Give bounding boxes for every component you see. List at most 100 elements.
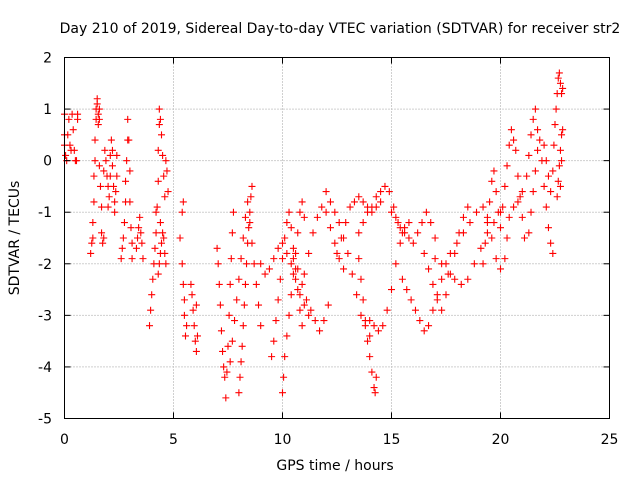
data-point [525, 151, 533, 159]
data-point [556, 182, 564, 190]
data-point [359, 198, 367, 206]
data-point [371, 389, 379, 397]
data-point [558, 157, 566, 165]
data-point [479, 260, 487, 268]
data-point [534, 146, 542, 154]
data-point [64, 131, 72, 139]
data-point [220, 363, 228, 371]
data-point [457, 280, 465, 288]
data-point [494, 208, 502, 216]
y-tick-label: 1 [43, 102, 52, 118]
data-point [388, 286, 395, 294]
y-tick-label: -2 [38, 257, 52, 273]
data-point [283, 249, 291, 257]
data-point [223, 368, 231, 376]
data-point [366, 317, 374, 325]
data-point [285, 208, 293, 216]
data-point [137, 229, 145, 237]
series-sat-k [213, 208, 237, 402]
axis-ticks [64, 57, 610, 419]
data-point [113, 172, 121, 180]
data-point [237, 358, 245, 366]
plot-frame [64, 57, 610, 419]
data-point [444, 270, 452, 278]
data-point [368, 203, 376, 211]
data-point [228, 229, 236, 237]
data-point [309, 229, 317, 237]
data-point [372, 193, 380, 201]
data-point [542, 157, 550, 165]
data-point [553, 193, 561, 201]
data-point [243, 260, 251, 268]
data-point [379, 322, 387, 330]
data-point [154, 146, 162, 154]
data-point [370, 384, 378, 392]
series-sat-m [235, 182, 256, 397]
data-point [241, 213, 249, 221]
data-point [289, 244, 297, 252]
data-point [179, 198, 187, 206]
data-point [355, 255, 363, 263]
series-sat-s [322, 188, 374, 340]
data-point [536, 136, 544, 144]
y-tick-label: -5 [38, 412, 52, 428]
data-point [155, 121, 163, 129]
data-point [547, 239, 555, 247]
data-point [396, 224, 404, 232]
data-point [550, 141, 558, 149]
data-point [245, 224, 253, 232]
data-point [247, 193, 255, 201]
series-sat-b [68, 110, 82, 165]
data-point [540, 182, 548, 190]
data-point [108, 162, 116, 170]
data-point [479, 203, 487, 211]
data-point [320, 317, 328, 325]
data-point [392, 260, 400, 268]
data-point [246, 219, 254, 227]
data-point [107, 136, 115, 144]
data-point [224, 342, 232, 350]
y-tick-label: -4 [38, 360, 52, 376]
data-point [326, 198, 334, 206]
data-point [159, 151, 167, 159]
y-tick-label: 2 [43, 51, 52, 67]
data-point [337, 234, 345, 242]
data-point [128, 255, 136, 263]
data-point [554, 177, 562, 185]
data-point [372, 373, 380, 381]
series-sat-u [355, 255, 380, 397]
data-point [136, 213, 144, 221]
series-sat-g [146, 105, 172, 330]
data-point [357, 311, 365, 319]
data-point [231, 317, 239, 325]
data-point [556, 79, 564, 87]
data-point [438, 275, 446, 283]
data-point [344, 249, 352, 257]
data-point [483, 229, 491, 237]
data-point [477, 244, 485, 252]
data-point [285, 311, 293, 319]
data-point [248, 182, 256, 190]
data-point [326, 224, 334, 232]
data-point [88, 239, 96, 247]
data-point [298, 198, 306, 206]
chart-title: Day 210 of 2019, Sidereal Day-to-day VTE… [60, 21, 621, 37]
data-point [268, 353, 276, 361]
data-point [151, 244, 159, 252]
data-point [239, 234, 247, 242]
data-point [118, 244, 126, 252]
data-point [132, 244, 140, 252]
series-sat-n [257, 239, 313, 319]
data-point [178, 208, 186, 216]
data-point [90, 198, 98, 206]
data-point [398, 275, 406, 283]
data-point [287, 260, 295, 268]
series-sat-x [388, 208, 439, 247]
data-point [300, 213, 308, 221]
data-point [128, 239, 136, 247]
data-point [148, 291, 156, 299]
data-point [87, 249, 95, 257]
data-point [111, 198, 119, 206]
data-point [96, 182, 104, 190]
data-point [377, 188, 385, 196]
